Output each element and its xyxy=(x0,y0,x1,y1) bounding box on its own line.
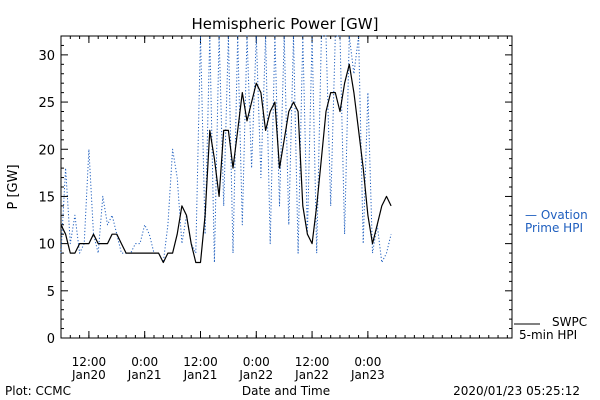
legend-swpc-line2: 5-min HPI xyxy=(519,328,577,342)
x-tick-label-time: 12:00 xyxy=(183,355,218,369)
series-line-ovation xyxy=(60,35,392,263)
x-tick-label-time: 0:00 xyxy=(354,355,381,369)
legend-swpc-line1: SWPC xyxy=(552,315,587,329)
y-tick-label: 25 xyxy=(38,96,55,111)
x-tick-label-time: 12:00 xyxy=(72,355,107,369)
legend-ovation-line1: — Ovation xyxy=(525,208,588,222)
legend-ovation-line2: Prime HPI xyxy=(525,221,583,235)
x-tick-label-date: Jan23 xyxy=(350,368,385,382)
chart-title: Hemispheric Power [GW] xyxy=(192,15,379,33)
x-tick-label-date: Jan20 xyxy=(71,368,106,382)
series-line-swpc xyxy=(60,63,392,264)
x-tick-label-date: Jan21 xyxy=(183,368,218,382)
x-tick-label-time: 0:00 xyxy=(131,355,158,369)
y-tick-label: 10 xyxy=(38,238,55,253)
legend: — Ovation Prime HPI SWPC 5-min HPI xyxy=(514,208,588,342)
x-axis-label: Date and Time xyxy=(242,384,330,398)
x-tick-label-date: Jan21 xyxy=(127,368,162,382)
series-layer xyxy=(60,35,392,264)
x-tick-label-date: Jan22 xyxy=(238,368,273,382)
y-axis: 0 5 10 15 20 25 30 xyxy=(38,35,512,347)
plot-area xyxy=(60,35,513,339)
x-tick-label-time: 12:00 xyxy=(295,355,330,369)
y-tick-label: 0 xyxy=(47,332,55,347)
y-tick-label: 20 xyxy=(38,143,55,158)
plot-credit: Plot: CCMC xyxy=(5,384,71,398)
y-tick-label: 30 xyxy=(38,49,55,64)
x-tick-label-time: 0:00 xyxy=(243,355,270,369)
x-axis: 12:00Jan200:00Jan2112:00Jan210:00Jan2212… xyxy=(60,36,508,382)
y-tick-label: 5 xyxy=(47,285,55,300)
plot-timestamp: 2020/01/23 05:25:12 xyxy=(453,384,580,398)
x-tick-label-date: Jan22 xyxy=(294,368,329,382)
y-tick-label: 15 xyxy=(38,190,55,205)
plot-frame xyxy=(60,35,513,339)
y-axis-label: P [GW] xyxy=(6,164,21,209)
